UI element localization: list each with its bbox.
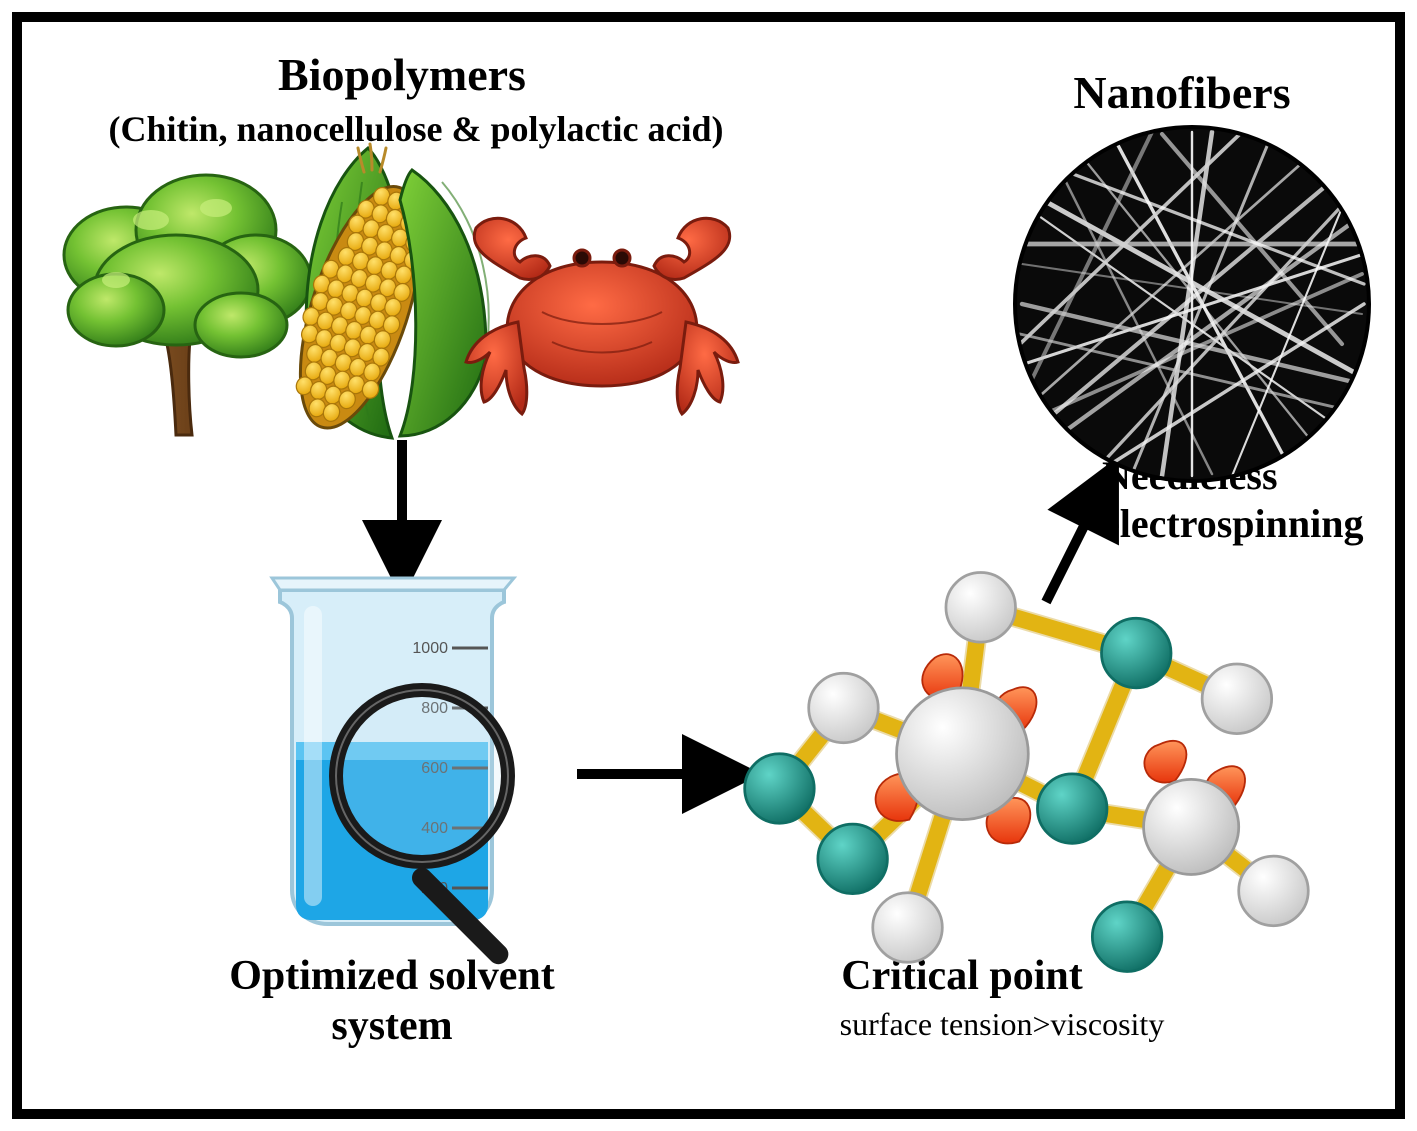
diagram-frame: Biopolymers (Chitin, nanocellulose & pol… bbox=[12, 12, 1405, 1119]
sem-circle bbox=[1002, 114, 1382, 494]
svg-text:1000: 1000 bbox=[412, 640, 448, 657]
beaker-icon: 1000800600400200 bbox=[252, 570, 552, 940]
molecule-icon bbox=[752, 562, 1182, 982]
